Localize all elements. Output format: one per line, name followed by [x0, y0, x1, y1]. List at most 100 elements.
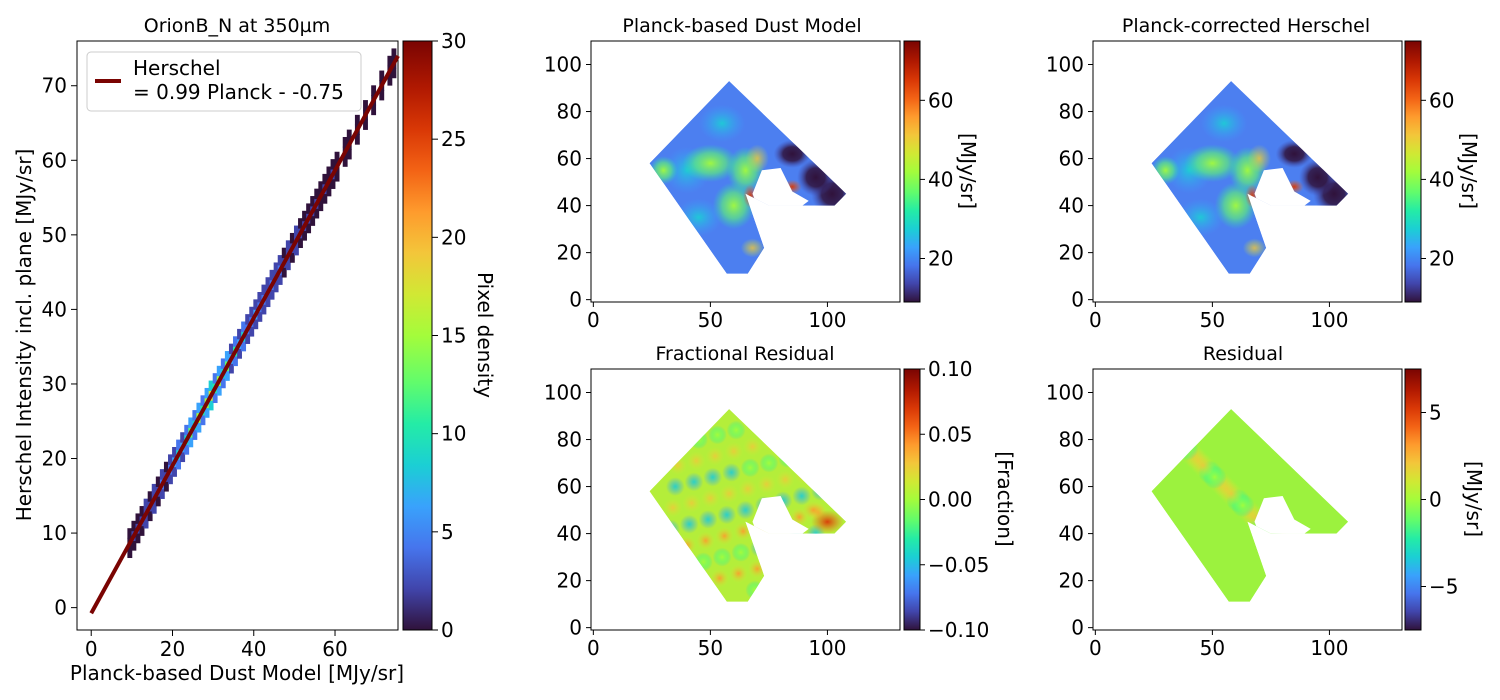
density-bin [184, 444, 190, 455]
density-bin [212, 392, 218, 404]
density-colorbar-ticks: 0 5 10 15 20 25 30 [432, 29, 466, 642]
map-feature [679, 514, 699, 534]
y-tick-label: 40 [1059, 522, 1084, 546]
density-bin [273, 281, 279, 293]
density-bin [298, 237, 303, 249]
y-tick-label: 100 [544, 381, 582, 405]
map-feature [715, 526, 734, 546]
density-bin [208, 380, 214, 392]
y-tick-label: 80 [557, 428, 582, 452]
x-tick-label: 100 [1310, 636, 1348, 660]
map-hole [1254, 496, 1311, 543]
density-bin [180, 432, 186, 443]
residual-ticks: 0 50 100 0 20 40 60 80 100 [1046, 381, 1349, 660]
density-bin [346, 129, 352, 141]
colorbar-tick-label: 15 [441, 324, 466, 348]
density-bin [139, 525, 145, 536]
density-bin [168, 473, 173, 485]
y-tick-label: 60 [557, 147, 582, 171]
density-bin [391, 48, 397, 59]
density-bin [269, 289, 275, 300]
density-bin [204, 387, 210, 399]
map-feature [1184, 144, 1241, 183]
y-tick-label: 40 [42, 297, 67, 321]
y-tick-label: 20 [557, 569, 582, 593]
density-bin [293, 244, 299, 256]
x-tick-label: 100 [808, 308, 846, 332]
colorbar-tick-label: 30 [441, 29, 466, 53]
dust-model-colorbar-label: [MJy/sr] [956, 133, 980, 209]
map-feature [729, 564, 748, 583]
density-bin [151, 503, 157, 514]
x-tick-label: 50 [1200, 308, 1225, 332]
corrected-panel: Planck-corrected Herschel 0 50 100 0 20 40 60 8… [1046, 15, 1481, 332]
density-colorbar-label: Pixel density [473, 272, 497, 398]
map-feature [743, 437, 762, 457]
scatter-y-label: Herschel Intensity incl. plane [MJy/sr] [12, 149, 36, 522]
density-bin [342, 136, 348, 148]
density-bin [326, 166, 332, 177]
density-bin [326, 185, 332, 197]
density-bin [196, 422, 202, 433]
map-feature [684, 472, 704, 492]
dust-model-ticks: 0 50 100 0 20 40 60 80 100 [544, 53, 847, 332]
y-tick-label: 60 [557, 475, 582, 499]
x-tick-label: 50 [1200, 636, 1225, 660]
density-bin [176, 459, 182, 470]
y-tick-label: 80 [1059, 100, 1084, 124]
density-bin [131, 540, 137, 551]
density-bin [212, 373, 218, 384]
corrected-colorbar [1404, 40, 1422, 303]
map-feature [722, 463, 741, 482]
map-feature [1219, 481, 1243, 506]
density-bin [192, 429, 198, 440]
y-tick-label: 20 [1059, 569, 1084, 593]
density-bin [318, 200, 324, 212]
scatter-panel: OrionB_N at 350µm 0 20 40 60 01020304050607… [12, 15, 497, 685]
legend-label-line2: = 0.99 Planck - -0.75 [133, 80, 344, 104]
y-tick-label: 0 [54, 596, 67, 620]
corrected-colorbar-label: [MJy/sr] [1457, 133, 1481, 209]
y-tick-label: 30 [42, 372, 67, 396]
density-bin [371, 85, 377, 96]
density-colorbar [402, 40, 433, 631]
y-tick-label: 70 [42, 74, 67, 98]
density-bin [387, 55, 393, 67]
map-feature [726, 420, 746, 440]
density-bin [139, 506, 145, 517]
density-bin [363, 119, 368, 130]
density-bin [180, 451, 186, 463]
fractional-residual-ticks: 0 50 100 0 20 40 60 80 100 [544, 381, 847, 660]
density-bin [261, 284, 267, 296]
density-bin [237, 348, 242, 359]
density-bin [253, 318, 259, 330]
scatter-x-ticks: 0 20 40 60 [85, 630, 348, 661]
density-bin [277, 255, 283, 266]
density-bin [163, 481, 169, 492]
density-bin [151, 483, 157, 495]
map-feature [1200, 104, 1248, 143]
density-bin [273, 262, 279, 273]
density-bin [131, 520, 137, 532]
density-bin [387, 75, 393, 86]
density-bin [220, 358, 226, 369]
residual-title: Residual [1203, 343, 1283, 365]
y-tick-label: 40 [1059, 194, 1084, 218]
density-bin [208, 399, 214, 411]
map-feature [701, 488, 720, 508]
colorbar-tick-label: 40 [1429, 167, 1454, 191]
density-bin [318, 181, 324, 192]
density-bin [306, 203, 312, 214]
dust-model-title: Planck-based Dust Model [622, 15, 861, 37]
density-bin [249, 306, 255, 318]
density-bin [184, 424, 190, 436]
residual-colorbar-ticks: 5 0 −5 [1421, 401, 1458, 599]
map-feature [665, 477, 685, 496]
colorbar-tick-label: 25 [441, 127, 466, 151]
map-feature [736, 500, 755, 520]
density-bin [285, 259, 291, 271]
y-tick-label: 100 [1046, 381, 1084, 405]
residual-colorbar-label: [MJy/sr] [1462, 461, 1486, 537]
colorbar-tick-label: −0.10 [928, 618, 989, 642]
density-bin [188, 436, 194, 448]
